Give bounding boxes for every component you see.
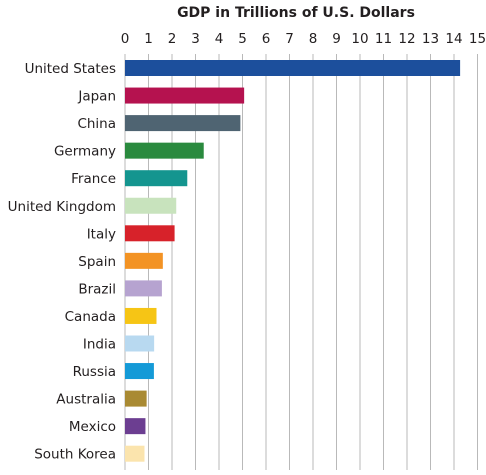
category-label-japan: Japan	[77, 89, 116, 105]
category-label-united-states: United States	[25, 61, 116, 77]
x-tick-label-4: 4	[215, 31, 224, 47]
gridlines	[124, 54, 478, 470]
x-tick-label-7: 7	[285, 31, 294, 47]
x-tick-label-9: 9	[332, 31, 341, 47]
bar-mexico	[125, 418, 146, 435]
bar-japan	[125, 87, 245, 104]
category-label-south-korea: South Korea	[34, 447, 116, 463]
x-tick-label-2: 2	[168, 31, 177, 47]
bars	[125, 60, 461, 462]
category-label-italy: Italy	[87, 226, 116, 242]
bar-canada	[125, 307, 157, 324]
x-tick-label-11: 11	[375, 31, 392, 47]
category-label-india: India	[83, 337, 116, 353]
bar-australia	[125, 390, 147, 407]
bar-south-korea	[125, 445, 145, 462]
bar-united-kingdom	[125, 197, 177, 214]
x-tick-label-1: 1	[144, 31, 153, 47]
x-tick-label-8: 8	[309, 31, 318, 47]
x-tick-label-12: 12	[398, 31, 415, 47]
x-tick-label-3: 3	[191, 31, 200, 47]
category-label-germany: Germany	[54, 144, 116, 160]
x-tick-label-14: 14	[445, 31, 462, 47]
bar-united-states	[125, 60, 461, 76]
category-label-australia: Australia	[56, 392, 116, 408]
category-label-united-kingdom: United Kingdom	[8, 199, 116, 215]
x-tick-label-10: 10	[351, 31, 368, 47]
category-label-brazil: Brazil	[78, 281, 116, 297]
bar-france	[125, 170, 188, 187]
chart-title: GDP in Trillions of U.S. Dollars	[177, 5, 415, 21]
x-tick-label-5: 5	[238, 31, 247, 47]
category-label-canada: Canada	[65, 309, 116, 325]
bar-brazil	[125, 280, 162, 297]
bar-china	[125, 115, 241, 132]
category-label-mexico: Mexico	[69, 419, 116, 435]
bar-russia	[125, 363, 154, 380]
category-label-france: France	[71, 171, 116, 187]
x-tick-label-6: 6	[262, 31, 271, 47]
x-axis-ticks: 0 1 2 3 4 5 6 7 8 9 10 11 12 13 14 15	[121, 31, 486, 47]
bar-india	[125, 335, 155, 352]
x-tick-label-0: 0	[121, 31, 130, 47]
bar-spain	[125, 252, 163, 269]
category-label-china: China	[77, 116, 116, 132]
category-label-spain: Spain	[78, 254, 116, 270]
bar-germany	[125, 142, 204, 159]
category-label-russia: Russia	[73, 364, 116, 380]
bar-italy	[125, 225, 175, 242]
category-labels: United States Japan China Germany France Unit…	[8, 61, 116, 463]
x-tick-label-13: 13	[422, 31, 439, 47]
x-tick-label-15: 15	[469, 31, 486, 47]
